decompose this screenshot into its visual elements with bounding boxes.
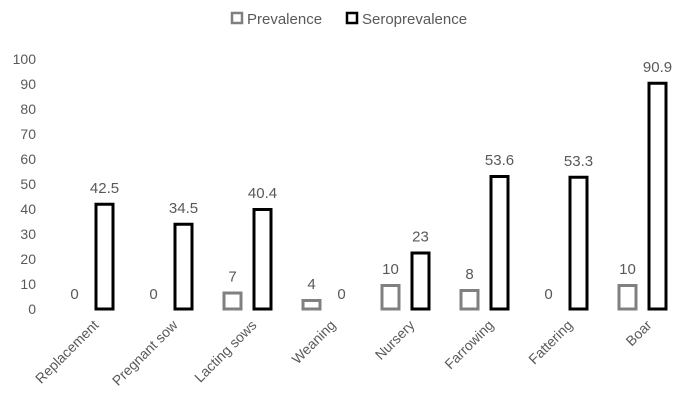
x-tick-label: Replacement xyxy=(32,317,102,387)
y-tick-label: 100 xyxy=(13,51,37,67)
data-label: 8 xyxy=(465,266,473,283)
y-axis: 0 10 20 30 40 50 60 70 80 90 100 xyxy=(13,51,37,317)
data-label: 42.5 xyxy=(90,180,119,197)
legend-label-seroprevalence: Seroprevalence xyxy=(362,11,467,28)
data-label: 90.9 xyxy=(643,59,672,76)
data-label: 7 xyxy=(228,269,236,286)
data-label: 53.6 xyxy=(485,152,514,169)
y-tick-label: 40 xyxy=(20,201,36,217)
bar-prevalence xyxy=(301,299,322,311)
x-axis: Replacement Pregnant sow Lacting sows Weani… xyxy=(32,316,655,388)
bar-seroprevalence xyxy=(489,175,510,311)
data-label: 53.3 xyxy=(564,153,593,170)
y-tick-label: 80 xyxy=(20,101,36,117)
bar-seroprevalence xyxy=(410,251,431,311)
plot-area: 0 42.5 0 34.5 7 40.4 4 0 10 23 8 53.6 0 53.3 10 90.9 xyxy=(70,59,672,311)
y-tick-label: 50 xyxy=(20,176,36,192)
bar-seroprevalence xyxy=(568,175,589,311)
data-label: 0 xyxy=(337,286,345,303)
x-tick-label: Boar xyxy=(622,317,654,349)
y-tick-label: 30 xyxy=(20,226,36,242)
x-tick-label: Lacting sows xyxy=(191,317,260,386)
data-label: 10 xyxy=(382,261,399,278)
data-label: 0 xyxy=(544,286,552,303)
x-tick-label: Fattering xyxy=(525,317,575,367)
bar-seroprevalence xyxy=(647,81,668,311)
x-tick-label: Weaning xyxy=(288,317,338,367)
legend-swatch-seroprevalence xyxy=(345,11,359,25)
data-label: 34.5 xyxy=(169,200,198,217)
bar-seroprevalence xyxy=(173,222,194,311)
legend: Prevalence Seroprevalence xyxy=(230,11,467,28)
y-tick-label: 70 xyxy=(20,126,36,142)
legend-swatch-prevalence xyxy=(230,11,244,25)
bar-prevalence xyxy=(459,289,480,311)
bar-prevalence xyxy=(380,284,401,311)
x-tick-label: Nursery xyxy=(372,317,418,363)
data-label: 0 xyxy=(70,286,78,303)
y-tick-label: 10 xyxy=(20,276,36,292)
x-tick-label: Farrowing xyxy=(441,317,496,372)
bar-seroprevalence xyxy=(252,208,273,311)
y-tick-label: 20 xyxy=(20,251,36,267)
bar-prevalence xyxy=(617,284,638,311)
data-label: 10 xyxy=(619,261,636,278)
bar-prevalence xyxy=(222,291,243,311)
y-tick-label: 0 xyxy=(28,301,36,317)
data-label: 23 xyxy=(412,229,429,246)
y-tick-label: 90 xyxy=(20,76,36,92)
bar-seroprevalence xyxy=(94,202,115,311)
legend-label-prevalence: Prevalence xyxy=(247,11,322,28)
data-label: 0 xyxy=(149,286,157,303)
y-tick-label: 60 xyxy=(20,151,36,167)
x-tick-label: Pregnant sow xyxy=(109,316,181,388)
data-label: 40.4 xyxy=(248,185,277,202)
data-label: 4 xyxy=(307,276,315,293)
